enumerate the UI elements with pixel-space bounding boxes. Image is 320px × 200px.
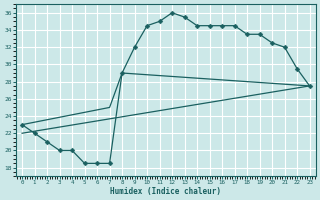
X-axis label: Humidex (Indice chaleur): Humidex (Indice chaleur) [110,187,221,196]
